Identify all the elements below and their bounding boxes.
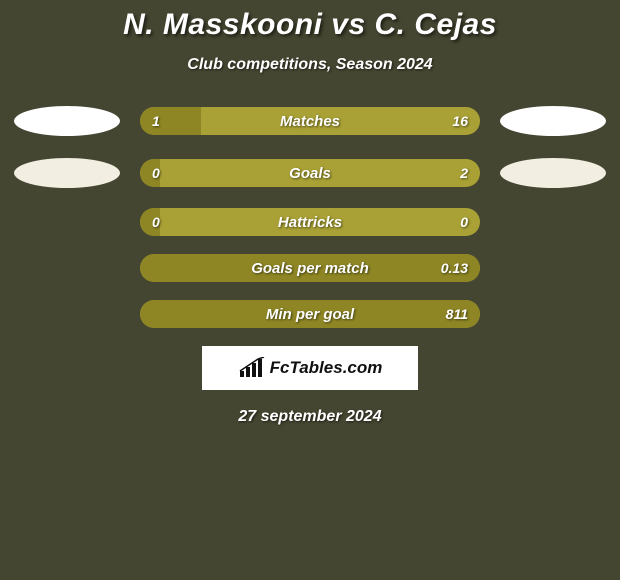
- brand-badge: FcTables.com: [202, 346, 418, 390]
- team-logo-right-slot: [498, 156, 608, 190]
- team-logo-right: [500, 106, 606, 136]
- brand-text: FcTables.com: [270, 358, 383, 378]
- stat-row: 0Hattricks0: [0, 208, 620, 236]
- stat-right-value: 2: [460, 159, 468, 187]
- stat-bar: 0Goals2: [140, 159, 480, 187]
- stat-bar: 1Matches16: [140, 107, 480, 135]
- brand-chart-icon: [238, 357, 266, 379]
- footer-date: 27 september 2024: [0, 408, 620, 426]
- comparison-infographic: N. Masskooni vs C. Cejas Club competitio…: [0, 0, 620, 426]
- team-logo-left-slot: [12, 104, 122, 138]
- stat-bar-fill: [140, 107, 201, 135]
- stat-bar-fill: [140, 208, 160, 236]
- team-logo-left: [14, 106, 120, 136]
- stat-right-value: 16: [452, 107, 468, 135]
- stat-row: 1Matches16: [0, 104, 620, 138]
- stat-bar: Goals per match0.13: [140, 254, 480, 282]
- stat-bar: Min per goal811: [140, 300, 480, 328]
- stat-right-value: 0: [460, 208, 468, 236]
- team-logo-left: [14, 158, 120, 188]
- stat-row: Min per goal811: [0, 300, 620, 328]
- stat-bar-fill: [140, 159, 160, 187]
- stat-bars: 1Matches160Goals20Hattricks0Goals per ma…: [0, 104, 620, 328]
- stat-row: 0Goals2: [0, 156, 620, 190]
- page-title: N. Masskooni vs C. Cejas: [0, 8, 620, 42]
- stat-label: Hattricks: [140, 214, 480, 231]
- stat-row: Goals per match0.13: [0, 254, 620, 282]
- stat-bar: 0Hattricks0: [140, 208, 480, 236]
- stat-bar-fill: [140, 254, 480, 282]
- stat-label: Goals: [140, 165, 480, 182]
- stat-bar-fill: [140, 300, 480, 328]
- page-subtitle: Club competitions, Season 2024: [0, 56, 620, 74]
- team-logo-left-slot: [12, 156, 122, 190]
- team-logo-right-slot: [498, 104, 608, 138]
- team-logo-right: [500, 158, 606, 188]
